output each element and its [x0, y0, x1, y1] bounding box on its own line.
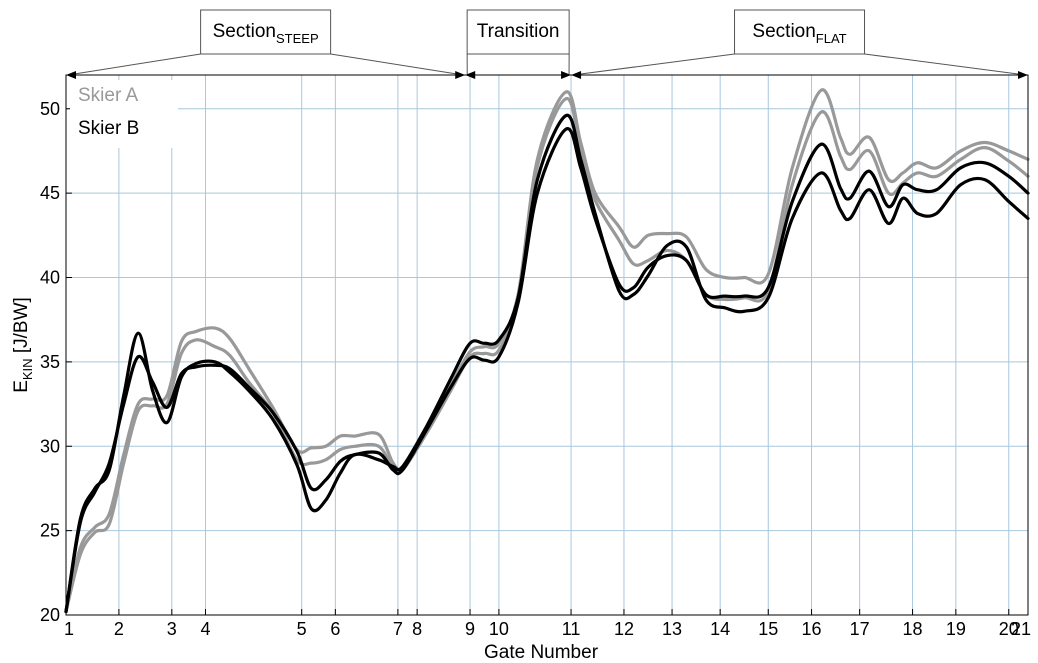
section-arrow-head-left [465, 71, 476, 79]
section-label-main: Section [752, 21, 815, 42]
x-tick-label: 12 [614, 619, 634, 639]
y-tick-label: 30 [40, 436, 60, 456]
x-tick-label: 13 [662, 619, 682, 639]
y-axis-label-main: E [11, 380, 32, 393]
y-axis-label-unit: [J/BW] [11, 297, 32, 358]
x-tick-label: 3 [167, 619, 177, 639]
y-ticks: 20 25 30 35 40 45 50 [40, 99, 72, 625]
y-tick-label: 25 [40, 521, 60, 541]
y-axis-label: EKIN [J/BW] [11, 297, 35, 393]
y-tick-label: 40 [40, 268, 60, 288]
x-tick-label: 14 [710, 619, 730, 639]
y-tick-label: 50 [40, 99, 60, 119]
section-label: SectionFLAT [752, 21, 846, 46]
x-tick-label: 8 [412, 619, 422, 639]
section-label: SectionSTEEP [213, 21, 319, 46]
section-box [466, 9, 570, 55]
section-arrow-head-right [561, 71, 572, 79]
section-bracket-left [572, 53, 735, 76]
x-tick-label: 11 [562, 619, 581, 639]
y-tick-label: 35 [40, 352, 60, 372]
section-box [200, 9, 332, 55]
x-tick-label: 6 [330, 619, 340, 639]
section-box [734, 9, 866, 55]
legend-entry-skier-b: Skier B [78, 118, 139, 139]
x-tick-label: 19 [946, 619, 966, 639]
x-tick-label: 15 [758, 619, 778, 639]
y-tick-label: 20 [40, 605, 60, 625]
section-label-sub: STEEP [276, 31, 319, 46]
x-tick-label: 4 [200, 619, 210, 639]
x-tick-label: 20 [999, 619, 1019, 639]
y-axis-label-sub: KIN [20, 358, 35, 380]
y-tick-label: 45 [40, 183, 60, 203]
x-tick-label: 5 [297, 619, 307, 639]
section-bracket-right [330, 53, 464, 76]
x-tick-label: 17 [850, 619, 870, 639]
section-arrow-head-right [1018, 71, 1028, 79]
section-label-main: Section [213, 21, 276, 42]
section-bracket-left [67, 53, 201, 76]
legend-background [70, 80, 178, 148]
x-tick-label: 18 [903, 619, 923, 639]
section-bracket-right [864, 53, 1027, 76]
x-tick-label: 16 [802, 619, 822, 639]
series-group [64, 88, 1030, 614]
x-axis-label: Gate Number [484, 642, 599, 663]
section-label-sub: FLAT [816, 31, 847, 46]
series-line [64, 113, 1030, 614]
x-tick-label: 21 [1011, 619, 1031, 639]
series-line [64, 127, 1030, 614]
section-arrow-head-left [66, 71, 76, 79]
x-tick-label: 1 [64, 619, 74, 639]
legend-entry-skier-a: Skier A [78, 85, 139, 106]
x-tick-label: 10 [489, 619, 509, 639]
section-label-main: Transition [477, 21, 560, 42]
grid [65, 75, 1029, 616]
section-arrow-head-right [455, 71, 466, 79]
sections: SectionSTEEP Transition SectionFLAT [66, 9, 1028, 79]
y-axis-label-group: EKIN [J/BW] [11, 297, 35, 393]
section-label: Transition [477, 21, 560, 42]
x-tick-label: 9 [465, 619, 475, 639]
x-tick-label: 2 [114, 619, 124, 639]
x-tick-label: 7 [393, 619, 403, 639]
section-arrow-head-left [571, 71, 582, 79]
